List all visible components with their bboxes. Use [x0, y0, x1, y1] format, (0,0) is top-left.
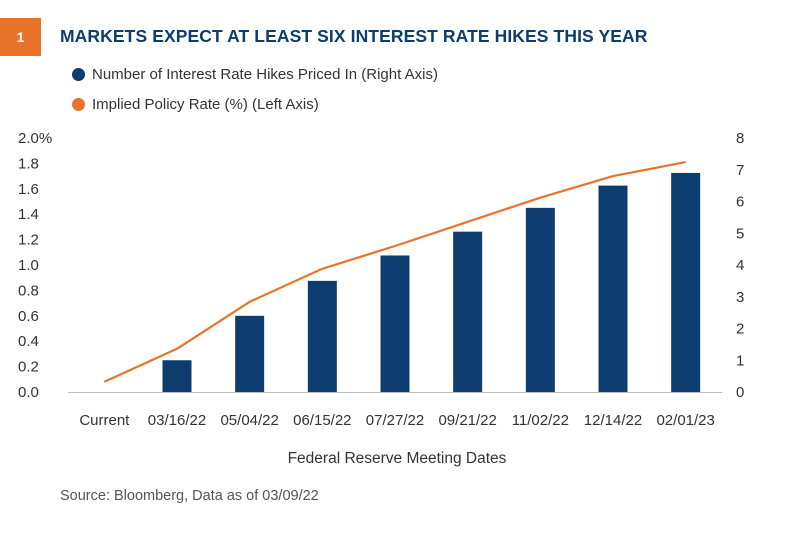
y-left-tick-label: 1.2: [18, 232, 39, 249]
bar: [525, 207, 555, 392]
y-left-tick-label: 0.4: [18, 333, 39, 350]
y-left-tick-label: 0.0: [18, 384, 39, 401]
y-left-tick-label: 1.6: [18, 181, 39, 198]
y-left-tick-label: 1.4: [18, 206, 39, 223]
y-right-tick-label: 6: [736, 194, 744, 211]
x-tick-label: 06/15/22: [293, 412, 351, 429]
x-tick-label: 09/21/22: [438, 412, 496, 429]
bar: [380, 255, 410, 392]
x-tick-label: 05/04/22: [220, 412, 278, 429]
y-left-tick-label: 0.2: [18, 359, 39, 376]
bar: [162, 360, 192, 392]
figure-number: 1: [16, 29, 25, 45]
y-right-tick-label: 2: [736, 321, 744, 338]
y-right-tick-label: 5: [736, 225, 744, 242]
y-left-tick-label: 0.8: [18, 282, 39, 299]
x-tick-label: 12/14/22: [584, 412, 642, 429]
legend-line-swatch: [72, 98, 85, 111]
y-right-tick-label: 7: [736, 162, 744, 179]
source-note: Source: Bloomberg, Data as of 03/09/22: [60, 488, 319, 504]
bar: [235, 315, 265, 392]
y-left-tick-label: 1.8: [18, 155, 39, 172]
legend-item-line: Implied Policy Rate (%) (Left Axis): [72, 96, 319, 113]
figure-number-badge: 1: [0, 18, 41, 56]
bar: [598, 185, 628, 392]
chart-title: MARKETS EXPECT AT LEAST SIX INTEREST RAT…: [60, 26, 648, 46]
legend-bar-swatch: [72, 68, 85, 81]
bar: [453, 231, 483, 392]
x-tick-label: 02/01/23: [656, 412, 714, 429]
legend-bar-label: Number of Interest Rate Hikes Priced In …: [92, 66, 438, 83]
bar: [307, 280, 337, 392]
y-right-tick-label: 8: [736, 130, 744, 147]
y-left-tick-label: 1.0: [18, 257, 39, 274]
x-tick-label: Current: [79, 412, 130, 429]
bar: [671, 172, 701, 392]
legend-line-label: Implied Policy Rate (%) (Left Axis): [92, 96, 319, 113]
x-tick-label: 07/27/22: [366, 412, 424, 429]
y-left-tick-label: 0.6: [18, 308, 39, 325]
x-tick-label: 11/02/22: [512, 412, 569, 429]
x-axis-title: Federal Reserve Meeting Dates: [288, 450, 507, 467]
legend-item-bars: Number of Interest Rate Hikes Priced In …: [72, 66, 438, 83]
x-tick-label: 03/16/22: [148, 412, 206, 429]
y-right-tick-label: 3: [736, 289, 744, 306]
y-left-tick-label: 2.0%: [18, 130, 52, 147]
y-right-tick-label: 1: [736, 352, 744, 369]
y-right-tick-label: 4: [736, 257, 744, 274]
y-right-tick-label: 0: [736, 384, 744, 401]
